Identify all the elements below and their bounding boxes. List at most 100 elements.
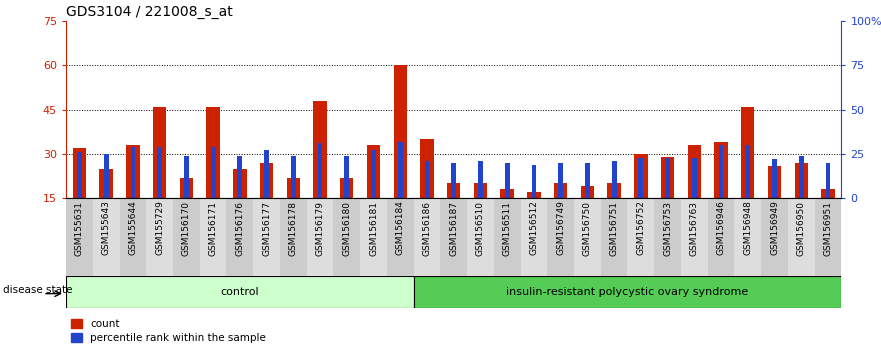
Bar (371, 150, 376, 198)
Bar (735, 198, 761, 276)
Text: GSM155643: GSM155643 (101, 201, 111, 256)
Bar (745, 145, 751, 198)
Bar (130, 147, 136, 198)
Text: GDS3104 / 221008_s_at: GDS3104 / 221008_s_at (66, 5, 233, 19)
Bar (795, 163, 808, 198)
Text: GSM156510: GSM156510 (476, 201, 485, 256)
Bar (307, 198, 333, 276)
Bar (413, 198, 440, 276)
Bar (639, 158, 643, 198)
Bar (611, 161, 617, 198)
Bar (226, 198, 253, 276)
Text: GSM156186: GSM156186 (423, 201, 432, 256)
Text: GSM156512: GSM156512 (529, 201, 538, 256)
Bar (707, 198, 735, 276)
Text: GSM156749: GSM156749 (556, 201, 565, 256)
Bar (768, 166, 781, 198)
Text: GSM156171: GSM156171 (209, 201, 218, 256)
Bar (387, 198, 413, 276)
Text: GSM156179: GSM156179 (315, 201, 324, 256)
Bar (655, 198, 681, 276)
Bar (714, 142, 728, 198)
Bar (360, 198, 387, 276)
Bar (146, 198, 173, 276)
Bar (574, 198, 601, 276)
Text: disease state: disease state (4, 285, 73, 296)
Bar (120, 198, 146, 276)
Text: GSM156949: GSM156949 (770, 201, 779, 256)
Bar (425, 161, 429, 198)
Bar (100, 169, 113, 198)
Text: GSM156750: GSM156750 (583, 201, 592, 256)
Bar (398, 142, 403, 198)
Bar (527, 192, 541, 198)
Bar (238, 156, 242, 198)
Bar (815, 198, 841, 276)
Text: control: control (220, 287, 259, 297)
Bar (741, 107, 754, 198)
Bar (761, 198, 788, 276)
Bar (66, 276, 413, 308)
Bar (318, 143, 322, 198)
Bar (451, 163, 456, 198)
Bar (93, 198, 120, 276)
Text: GSM156751: GSM156751 (610, 201, 618, 256)
Text: GSM156170: GSM156170 (181, 201, 191, 256)
Bar (821, 189, 834, 198)
Bar (211, 147, 216, 198)
Bar (665, 158, 670, 198)
Bar (153, 107, 167, 198)
Bar (333, 198, 360, 276)
Bar (559, 163, 563, 198)
Bar (585, 163, 589, 198)
Text: GSM156946: GSM156946 (716, 201, 726, 256)
Bar (200, 198, 226, 276)
Bar (531, 165, 537, 198)
Bar (280, 198, 307, 276)
Text: GSM156951: GSM156951 (824, 201, 833, 256)
Bar (126, 145, 139, 198)
Bar (478, 161, 483, 198)
Bar (233, 169, 247, 198)
Bar (173, 198, 200, 276)
Bar (66, 198, 93, 276)
Bar (184, 156, 189, 198)
Text: GSM156181: GSM156181 (369, 201, 378, 256)
Bar (104, 154, 108, 198)
Bar (467, 198, 494, 276)
Bar (494, 198, 521, 276)
Legend: count, percentile rank within the sample: count, percentile rank within the sample (71, 319, 266, 343)
Bar (264, 150, 269, 198)
Bar (554, 183, 567, 198)
Text: insulin-resistant polycystic ovary syndrome: insulin-resistant polycystic ovary syndr… (507, 287, 749, 297)
Text: GSM156187: GSM156187 (449, 201, 458, 256)
Text: GSM156511: GSM156511 (503, 201, 512, 256)
Bar (413, 276, 841, 308)
Bar (601, 198, 627, 276)
Text: GSM155729: GSM155729 (155, 201, 164, 256)
Bar (825, 163, 831, 198)
Text: GSM156753: GSM156753 (663, 201, 672, 256)
Bar (394, 65, 407, 198)
Bar (206, 107, 219, 198)
Bar (344, 156, 349, 198)
Bar (420, 139, 433, 198)
Text: GSM156184: GSM156184 (396, 201, 404, 256)
Text: GSM156180: GSM156180 (343, 201, 352, 256)
Bar (719, 145, 723, 198)
Bar (180, 178, 193, 198)
Bar (157, 147, 162, 198)
Text: GSM156178: GSM156178 (289, 201, 298, 256)
Bar (799, 156, 803, 198)
Bar (505, 163, 509, 198)
Bar (291, 156, 296, 198)
Bar (73, 148, 86, 198)
Bar (447, 183, 461, 198)
Text: GSM156176: GSM156176 (235, 201, 244, 256)
Bar (366, 145, 381, 198)
Bar (500, 189, 514, 198)
Text: GSM155644: GSM155644 (129, 201, 137, 255)
Bar (77, 152, 82, 198)
Bar (314, 101, 327, 198)
Bar (688, 145, 701, 198)
